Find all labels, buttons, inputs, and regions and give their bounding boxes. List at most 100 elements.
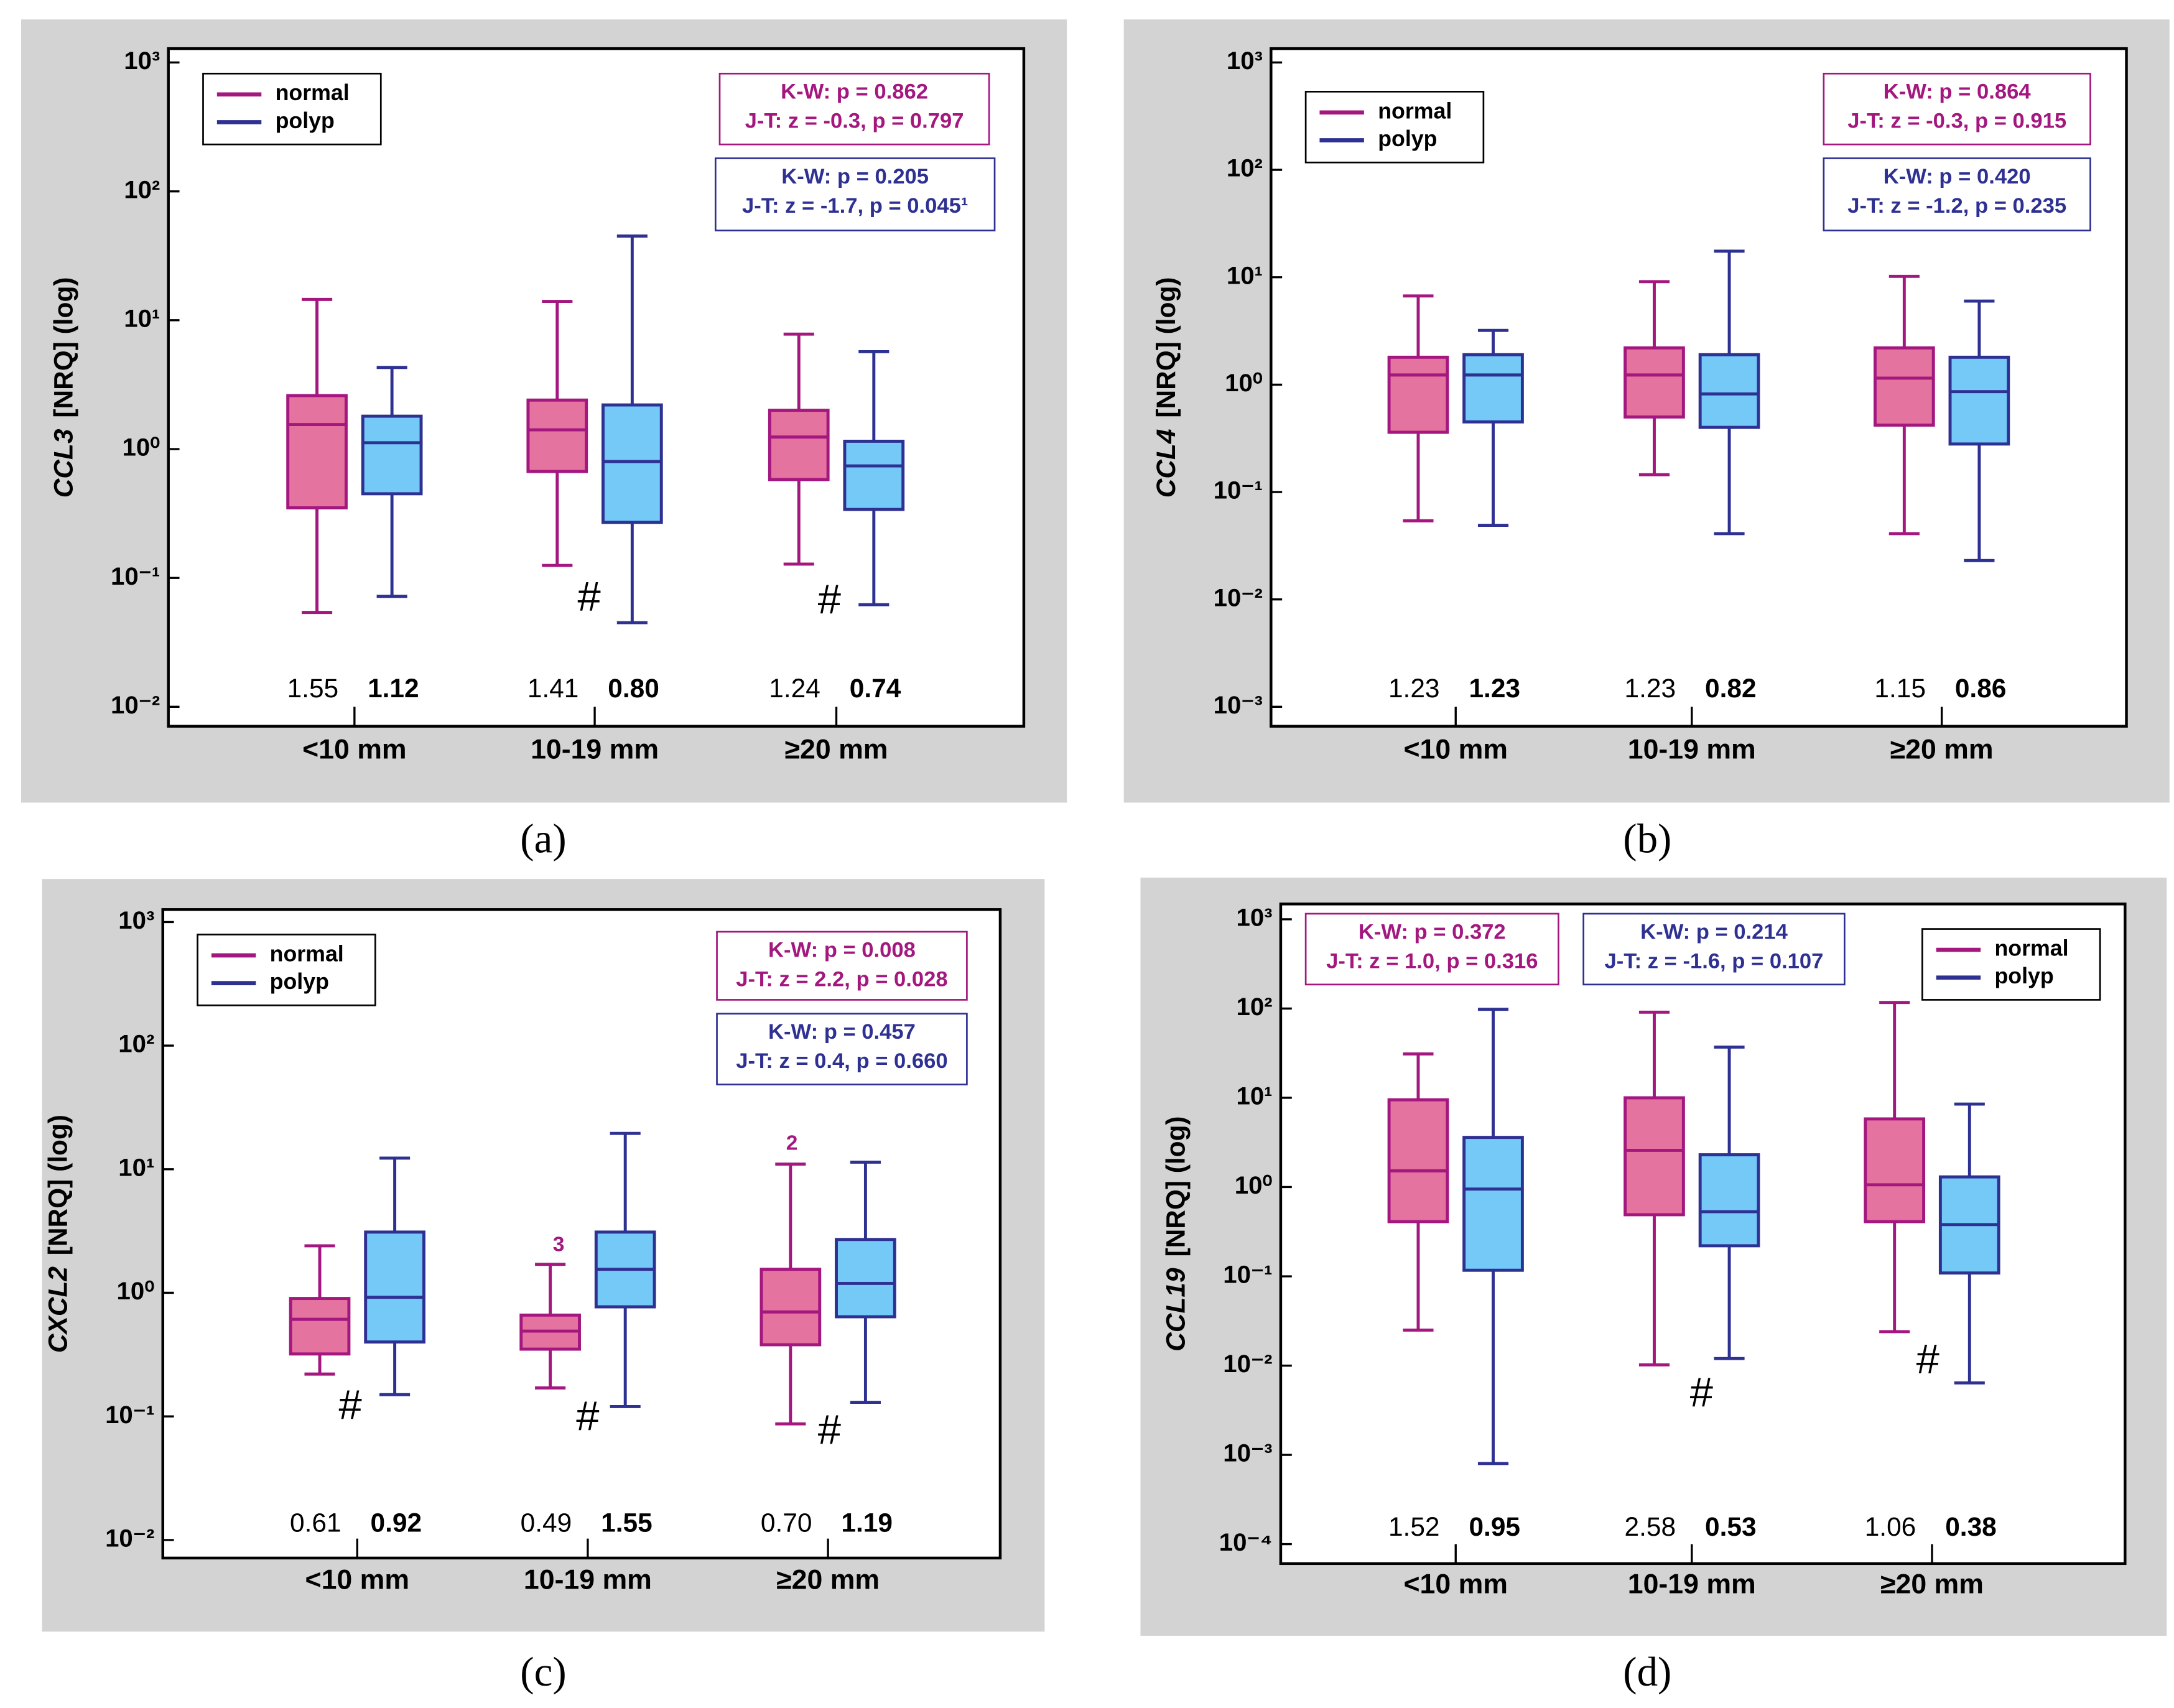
legend-label: normal bbox=[270, 941, 344, 966]
median-label: 0.82 bbox=[1705, 674, 1757, 703]
stats-box bbox=[714, 157, 996, 231]
y-axis-label: CXCL2 [NRQ] (log) bbox=[44, 1115, 73, 1353]
x-tick-label: 10-19 mm bbox=[531, 735, 659, 765]
y-tick-label: 10¹ bbox=[118, 1153, 154, 1181]
annotation: # bbox=[578, 573, 601, 620]
legend-label: polyp bbox=[1994, 963, 2053, 988]
stats-box bbox=[1823, 157, 2091, 231]
stats-text: J-T: z = 1.0, p = 0.316 bbox=[1326, 949, 1538, 973]
box bbox=[602, 403, 663, 524]
y-tick-label: 10² bbox=[124, 175, 160, 203]
y-axis-unit: [NRQ] (log) bbox=[44, 1115, 73, 1255]
y-tick-label: 10⁻² bbox=[111, 691, 160, 719]
y-tick-label: 10⁻¹ bbox=[1214, 476, 1263, 504]
box bbox=[835, 1238, 896, 1319]
stats-text: J-T: z = -0.3, p = 0.915 bbox=[1847, 109, 2066, 133]
y-tick-label: 10¹ bbox=[124, 304, 160, 332]
legend-label: polyp bbox=[270, 969, 329, 994]
median-label: 1.15 bbox=[1874, 674, 1926, 703]
y-axis-label: CCL3 [NRQ] (log) bbox=[49, 277, 78, 498]
y-axis-unit: [NRQ] (log) bbox=[49, 277, 78, 418]
median-label: 1.41 bbox=[527, 674, 579, 703]
annotation: # bbox=[1916, 1336, 1939, 1383]
x-tick-label: <10 mm bbox=[302, 735, 407, 765]
median-label: 1.55 bbox=[287, 674, 339, 703]
y-tick-label: 10⁻³ bbox=[1214, 691, 1263, 719]
stats-box bbox=[1304, 912, 1559, 986]
median-label: 0.92 bbox=[371, 1508, 422, 1538]
y-tick-label: 10² bbox=[1236, 993, 1272, 1021]
box bbox=[843, 439, 905, 511]
box bbox=[1624, 1096, 1685, 1217]
legend-box bbox=[202, 72, 382, 146]
annotation: # bbox=[576, 1393, 599, 1439]
legend-label: normal bbox=[1994, 935, 2068, 960]
y-tick-label: 10⁻² bbox=[1223, 1350, 1272, 1378]
y-tick-label: 10¹ bbox=[1227, 261, 1263, 289]
x-tick-label: 10-19 mm bbox=[1628, 735, 1756, 765]
box bbox=[1462, 353, 1524, 424]
stats-text: K-W: p = 0.457 bbox=[768, 1020, 916, 1044]
panel-label: (c) bbox=[520, 1649, 566, 1695]
stats-text: J-T: z = 0.4, p = 0.660 bbox=[736, 1049, 947, 1073]
y-tick-label: 10³ bbox=[124, 47, 160, 75]
y-axis-gene: CCL19 bbox=[1161, 1268, 1191, 1352]
annotation: # bbox=[818, 577, 841, 623]
median-label: 0.70 bbox=[761, 1508, 812, 1538]
panel-label: (d) bbox=[1623, 1649, 1671, 1695]
panel-label: (a) bbox=[520, 816, 566, 862]
stats-text: K-W: p = 0.372 bbox=[1359, 920, 1506, 944]
stats-box bbox=[718, 72, 990, 146]
median-label: 1.23 bbox=[1625, 674, 1676, 703]
y-axis-unit: [NRQ] (log) bbox=[1151, 277, 1181, 418]
stats-text: K-W: p = 0.420 bbox=[1884, 165, 2031, 188]
stats-text: K-W: p = 0.864 bbox=[1884, 80, 2032, 104]
y-tick-label: 10⁻² bbox=[105, 1524, 154, 1552]
annotation: # bbox=[1690, 1369, 1713, 1416]
x-tick-label: <10 mm bbox=[1403, 1569, 1508, 1599]
annotation: 3 bbox=[553, 1233, 565, 1256]
y-axis-gene: CXCL2 bbox=[44, 1266, 73, 1353]
box bbox=[768, 409, 830, 481]
box bbox=[1624, 346, 1685, 419]
annotation: # bbox=[818, 1407, 841, 1454]
x-tick-label: ≥20 mm bbox=[1890, 735, 1994, 765]
stats-text: J-T: z = -0.3, p = 0.797 bbox=[745, 109, 964, 133]
annotation: 2 bbox=[786, 1131, 798, 1154]
stats-box bbox=[1823, 72, 2091, 146]
box bbox=[1462, 1136, 1524, 1272]
median-label: 0.80 bbox=[608, 674, 659, 703]
y-tick-label: 10³ bbox=[1236, 904, 1272, 932]
legend-box bbox=[1921, 928, 2101, 1001]
median-label: 0.53 bbox=[1705, 1512, 1757, 1541]
stats-text: K-W: p = 0.214 bbox=[1640, 920, 1788, 944]
median-label: 1.24 bbox=[769, 674, 820, 703]
y-tick-label: 10¹ bbox=[1236, 1082, 1272, 1110]
box bbox=[1873, 346, 1935, 427]
legend-label: normal bbox=[1378, 98, 1452, 123]
box bbox=[526, 398, 588, 473]
y-axis-label: CCL4 [NRQ] (log) bbox=[1151, 277, 1181, 498]
legend-label: polyp bbox=[276, 108, 335, 133]
stats-text: J-T: z = -1.7, p = 0.045¹ bbox=[742, 194, 968, 218]
box bbox=[760, 1268, 822, 1347]
y-tick-label: 10² bbox=[1227, 154, 1263, 182]
median-label: 1.23 bbox=[1469, 674, 1520, 703]
stats-box bbox=[716, 931, 968, 1001]
x-tick-label: ≥20 mm bbox=[785, 735, 888, 765]
y-tick-label: 10⁰ bbox=[122, 434, 160, 462]
median-label: 0.38 bbox=[1945, 1512, 1997, 1541]
y-tick-label: 10² bbox=[118, 1030, 154, 1058]
median-label: 1.52 bbox=[1388, 1512, 1440, 1541]
median-label: 0.61 bbox=[290, 1508, 341, 1538]
y-tick-label: 10³ bbox=[1227, 47, 1263, 75]
stats-text: K-W: p = 0.205 bbox=[781, 165, 929, 188]
box bbox=[289, 1297, 351, 1356]
x-tick-label: <10 mm bbox=[305, 1565, 410, 1595]
box bbox=[1387, 355, 1449, 434]
stats-text: K-W: p = 0.862 bbox=[781, 80, 928, 104]
y-axis-unit: [NRQ] (log) bbox=[1161, 1116, 1191, 1256]
x-tick-label: <10 mm bbox=[1403, 735, 1508, 765]
y-tick-label: 10⁻² bbox=[1214, 583, 1263, 611]
